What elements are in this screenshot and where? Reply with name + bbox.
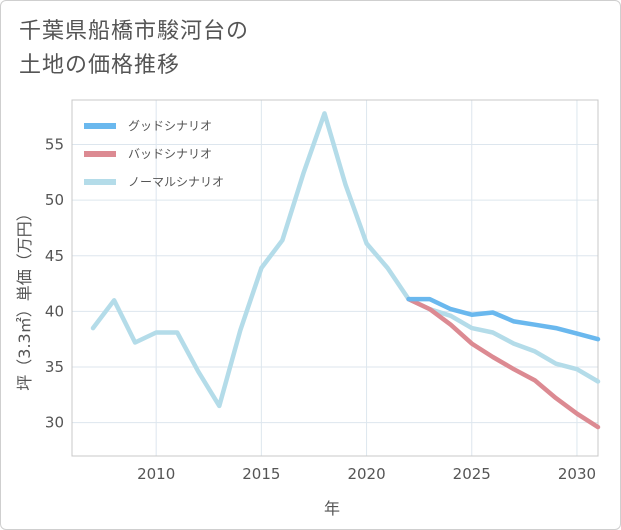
x-tick-label: 2020 bbox=[347, 465, 385, 483]
y-tick-labels: 30 35 40 45 50 55 bbox=[45, 136, 64, 432]
legend-label: ノーマルシナリオ bbox=[128, 175, 224, 189]
y-tick-label: 55 bbox=[45, 136, 64, 154]
title-line-2: 土地の価格推移 bbox=[19, 53, 181, 78]
y-tick-label: 45 bbox=[45, 247, 64, 265]
grid bbox=[72, 100, 598, 456]
y-tick-label: 50 bbox=[45, 191, 64, 209]
y-tick-label: 35 bbox=[45, 358, 64, 376]
series-lines bbox=[90, 111, 601, 430]
legend-label: バッドシナリオ bbox=[128, 147, 212, 161]
chart-title: 千葉県船橋市駿河台の 土地の価格推移 bbox=[19, 15, 419, 83]
legend-label: グッドシナリオ bbox=[128, 119, 212, 133]
x-tick-label: 2015 bbox=[242, 465, 280, 483]
x-tick-label: 2025 bbox=[453, 465, 491, 483]
x-tick-label: 2010 bbox=[137, 465, 175, 483]
series-line-1 bbox=[406, 296, 601, 342]
x-tick-label: 2030 bbox=[558, 465, 596, 483]
y-axis-label: 坪（3.3㎡）単価（万円） bbox=[15, 205, 34, 390]
plot-frame bbox=[71, 99, 599, 457]
series-line-3 bbox=[90, 111, 601, 409]
series-line-2 bbox=[406, 296, 601, 430]
title-line-1: 千葉県船橋市駿河台の bbox=[19, 19, 250, 44]
y-tick-label: 40 bbox=[45, 302, 64, 320]
x-tick-labels: 2010 2015 2020 2025 2030 bbox=[137, 465, 596, 483]
x-axis-label: 年 bbox=[324, 499, 340, 518]
y-tick-label: 30 bbox=[45, 414, 64, 432]
